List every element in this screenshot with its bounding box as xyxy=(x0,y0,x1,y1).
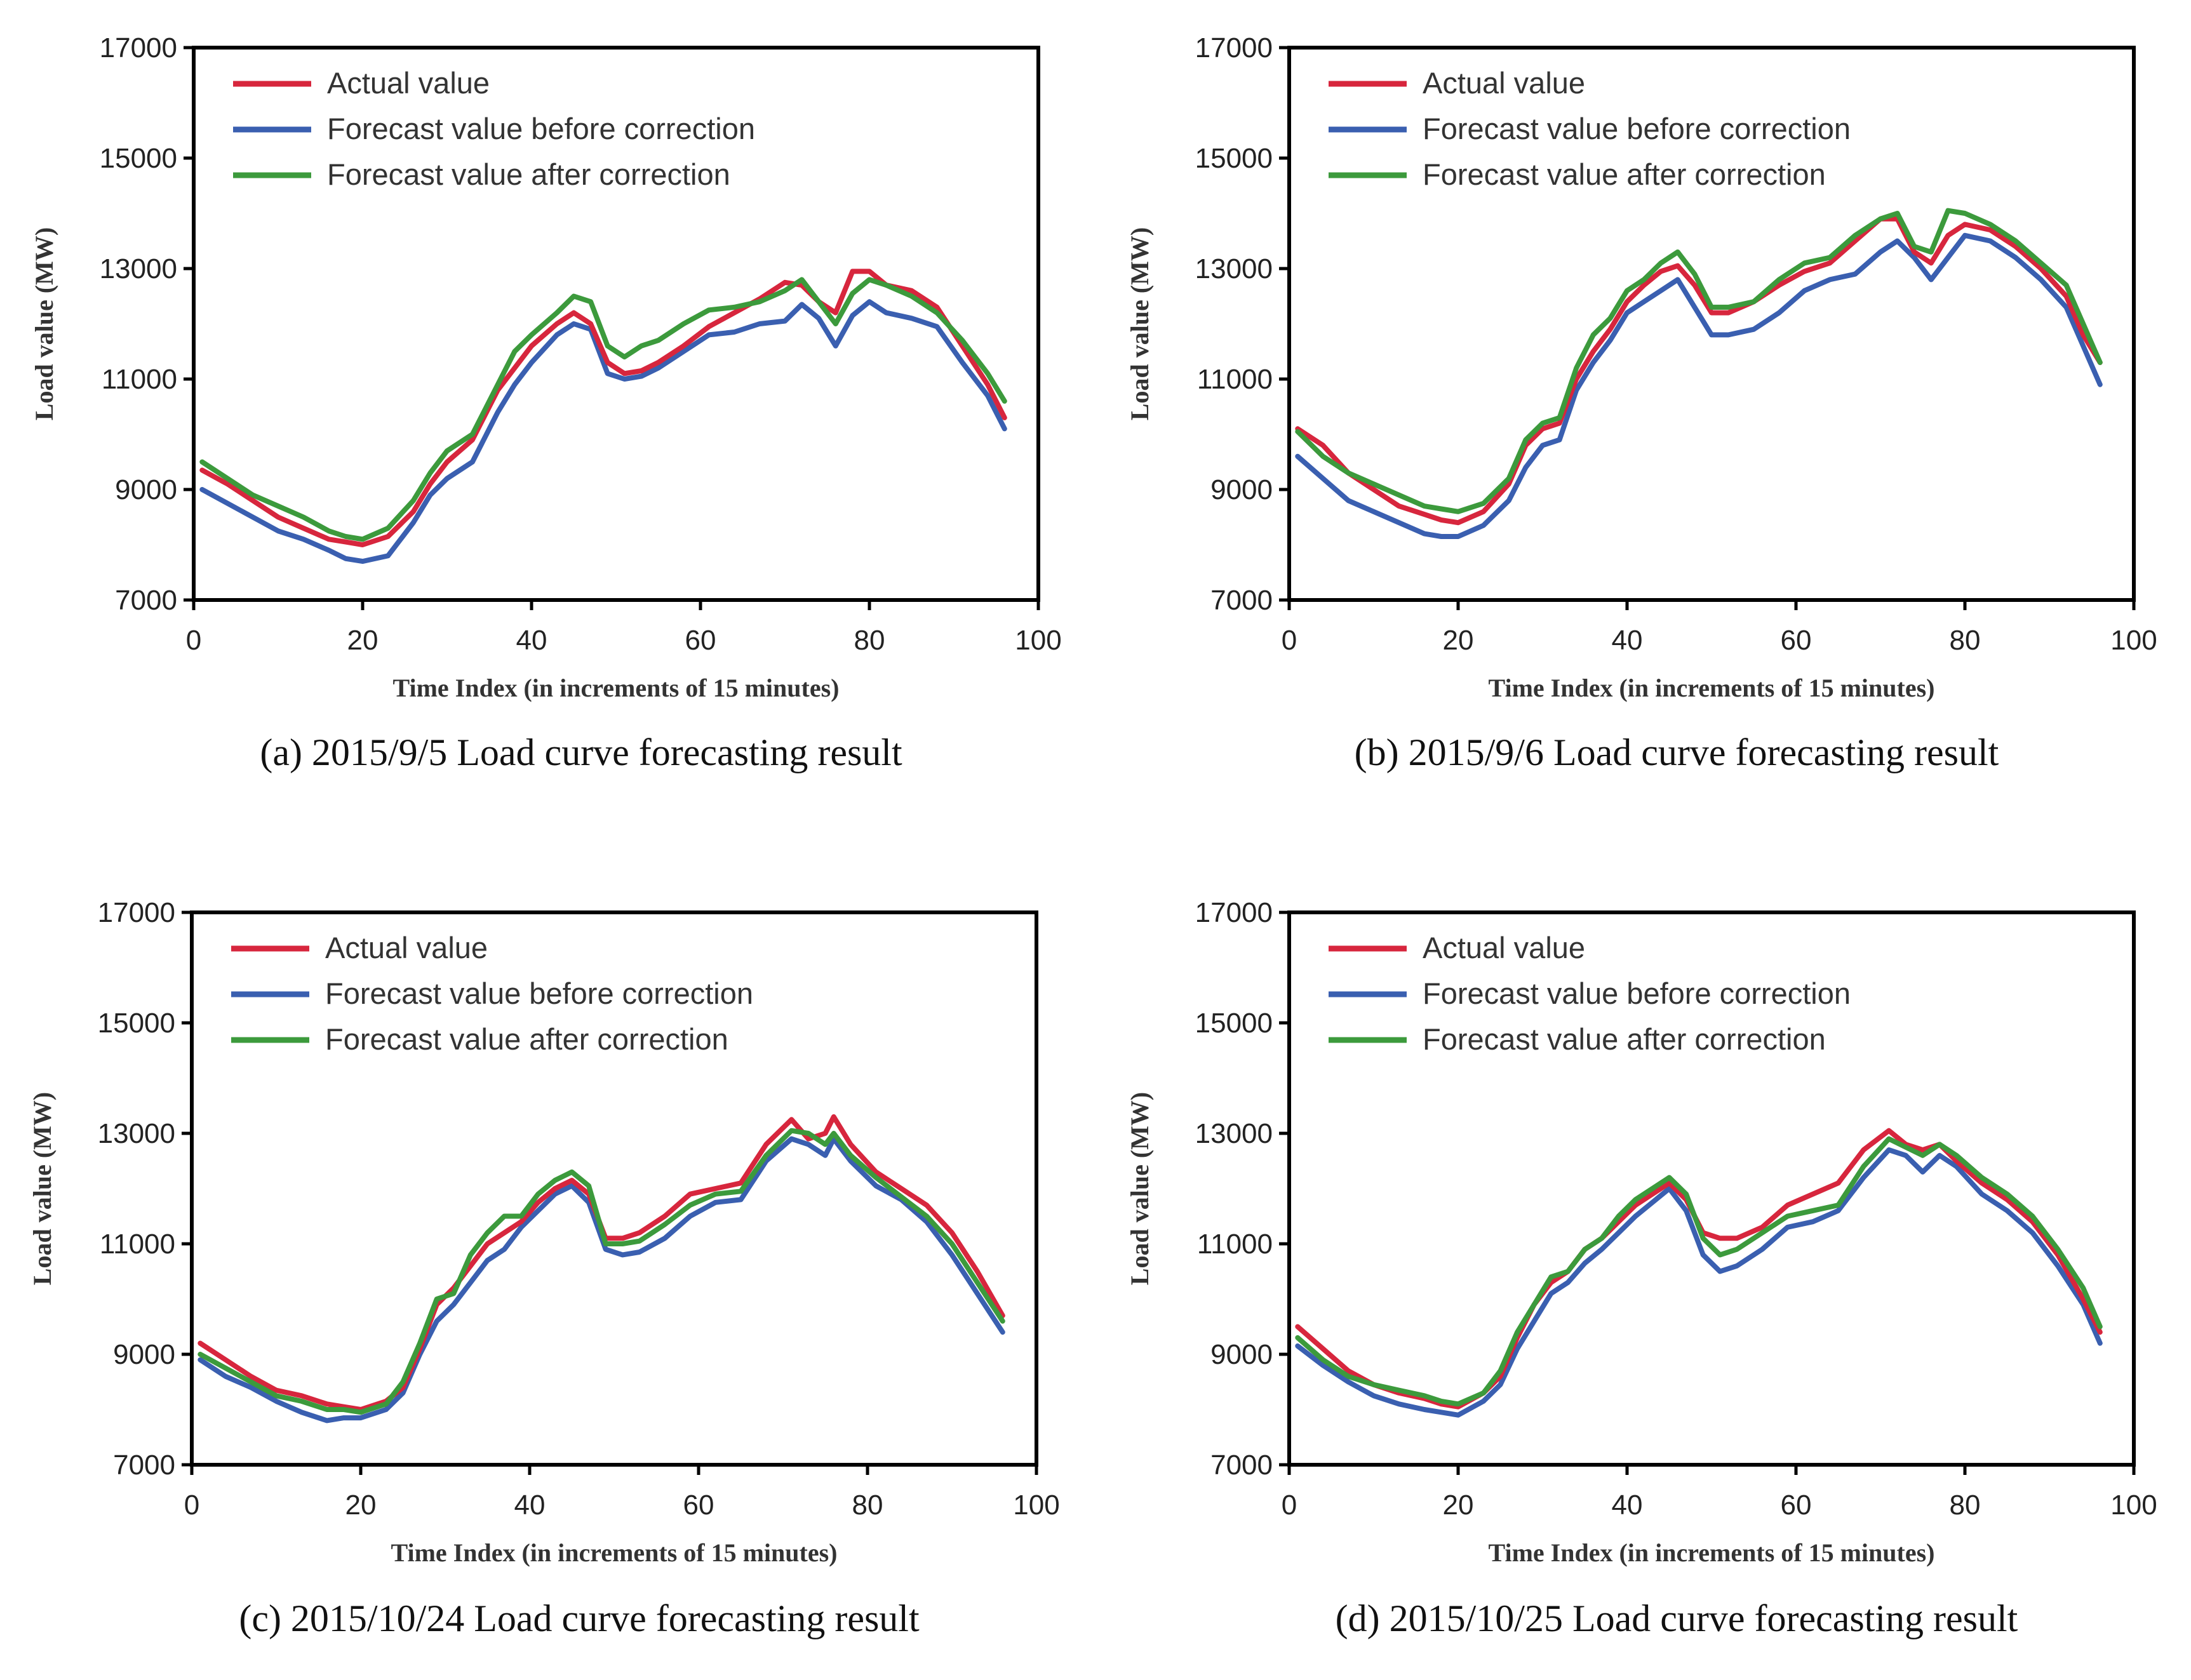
x-tick-label: 0 xyxy=(1282,625,1297,656)
y-tick-label: 17000 xyxy=(1195,32,1273,63)
series-line-actual-value xyxy=(1295,216,2103,526)
x-tick-label: 60 xyxy=(683,1490,714,1521)
y-tick-label: 15000 xyxy=(1195,143,1273,174)
panel-caption: (a) 2015/9/5 Load curve forecasting resu… xyxy=(260,731,902,773)
x-tick-label: 80 xyxy=(1950,1490,1981,1521)
x-tick-label: 60 xyxy=(685,625,716,656)
panel-caption: (b) 2015/9/6 Load curve forecasting resu… xyxy=(1355,731,1999,773)
x-axis-title: Time Index (in increments of 15 minutes) xyxy=(391,1538,838,1567)
series-line-forecast-value-before-correction xyxy=(198,1136,1005,1423)
series-line-forecast-value-after-correction xyxy=(1295,1136,2103,1407)
x-tick-label: 20 xyxy=(1443,625,1474,656)
y-tick-label: 7000 xyxy=(113,1450,175,1481)
legend-label: Forecast value before correction xyxy=(1423,977,1851,1010)
y-axis-title: Load value (MW) xyxy=(1125,1092,1154,1285)
y-tick-label: 11000 xyxy=(1197,1229,1273,1260)
x-tick-label: 0 xyxy=(1282,1490,1297,1521)
y-axis-title: Load value (MW) xyxy=(1125,227,1154,420)
x-tick-label: 40 xyxy=(1612,625,1643,656)
chart-panel-b: 7000 9000 11000 13000 15000 17000 0 20 40 60 80 100… xyxy=(1125,32,2157,773)
x-tick-label: 20 xyxy=(347,625,379,656)
series-line-forecast-value-after-correction xyxy=(198,1128,1005,1415)
chart-panel-a: 7000 9000 11000 13000 15000 17000 0 20 40 60 80 100… xyxy=(30,32,1062,773)
y-tick-label: 13000 xyxy=(1195,253,1273,284)
legend-label: Actual value xyxy=(1423,66,1585,100)
y-tick-label: 17000 xyxy=(1195,897,1273,928)
y-tick-label: 9000 xyxy=(1210,474,1273,505)
x-tick-label: 100 xyxy=(2110,1490,2157,1521)
series-line-actual-value xyxy=(198,1114,1005,1412)
legend-label: Forecast value after correction xyxy=(327,157,730,191)
y-tick-label: 11000 xyxy=(1197,364,1273,395)
chart-panel-d: 7000 9000 11000 13000 15000 17000 0 20 40 60 80 100… xyxy=(1125,897,2157,1639)
x-tick-label: 20 xyxy=(345,1490,377,1521)
panel-caption: (c) 2015/10/24 Load curve forecasting re… xyxy=(239,1597,920,1639)
y-tick-label: 15000 xyxy=(1195,1008,1273,1039)
series-line-forecast-value-before-correction xyxy=(199,299,1007,564)
x-tick-label: 20 xyxy=(1443,1490,1474,1521)
legend-label: Actual value xyxy=(327,66,490,100)
x-tick-label: 80 xyxy=(852,1490,883,1521)
legend-label: Actual value xyxy=(1423,931,1585,964)
series-line-actual-value xyxy=(1295,1128,2103,1410)
x-tick-label: 0 xyxy=(184,1490,199,1521)
chart-panel-c: 7000 9000 11000 13000 15000 17000 0 20 40 60 80 100… xyxy=(28,897,1060,1639)
x-tick-label: 100 xyxy=(1015,625,1061,656)
x-tick-label: 40 xyxy=(514,1490,546,1521)
x-tick-label: 100 xyxy=(1013,1490,1059,1521)
plot-frame xyxy=(1287,910,2136,1467)
plot-frame xyxy=(1287,46,2136,602)
x-tick-label: 40 xyxy=(516,625,547,656)
plot-frame xyxy=(190,910,1038,1467)
legend-label: Forecast value after correction xyxy=(1423,157,1826,191)
y-tick-label: 15000 xyxy=(98,1008,175,1039)
legend-label: Forecast value before correction xyxy=(1423,112,1851,145)
legend-label: Forecast value before correction xyxy=(327,112,755,145)
series-line-forecast-value-before-correction xyxy=(1295,232,2103,539)
y-tick-label: 7000 xyxy=(1210,585,1273,616)
series-line-forecast-value-before-correction xyxy=(1295,1147,2103,1418)
x-tick-label: 80 xyxy=(854,625,885,656)
y-tick-label: 7000 xyxy=(1210,1450,1273,1481)
y-tick-label: 15000 xyxy=(100,143,177,174)
x-axis-title: Time Index (in increments of 15 minutes) xyxy=(393,674,840,702)
legend-label: Forecast value before correction xyxy=(325,977,753,1010)
y-tick-label: 17000 xyxy=(100,32,177,63)
legend-label: Actual value xyxy=(325,931,488,964)
series-line-forecast-value-after-correction xyxy=(199,277,1007,542)
x-tick-label: 100 xyxy=(2110,625,2157,656)
y-tick-label: 7000 xyxy=(115,585,177,616)
y-tick-label: 17000 xyxy=(98,897,175,928)
plot-frame xyxy=(192,46,1040,602)
x-tick-label: 0 xyxy=(186,625,201,656)
legend-label: Forecast value after correction xyxy=(325,1022,728,1056)
y-tick-label: 9000 xyxy=(115,474,177,505)
y-tick-label: 11000 xyxy=(102,364,177,395)
y-tick-label: 13000 xyxy=(100,253,177,284)
series-line-forecast-value-after-correction xyxy=(1295,208,2103,514)
y-tick-label: 11000 xyxy=(100,1229,175,1260)
y-tick-label: 13000 xyxy=(98,1118,175,1149)
y-tick-label: 9000 xyxy=(1210,1339,1273,1370)
y-tick-label: 13000 xyxy=(1195,1118,1273,1149)
x-tick-label: 60 xyxy=(1781,1490,1812,1521)
x-tick-label: 60 xyxy=(1781,625,1812,656)
series-line-actual-value xyxy=(199,269,1007,547)
y-axis-title: Load value (MW) xyxy=(30,227,58,420)
legend-label: Forecast value after correction xyxy=(1423,1022,1826,1056)
x-axis-title: Time Index (in increments of 15 minutes) xyxy=(1489,674,1935,702)
x-tick-label: 40 xyxy=(1612,1490,1643,1521)
x-axis-title: Time Index (in increments of 15 minutes) xyxy=(1489,1538,1935,1567)
y-tick-label: 9000 xyxy=(113,1339,175,1370)
y-axis-title: Load value (MW) xyxy=(28,1092,57,1285)
x-tick-label: 80 xyxy=(1950,625,1981,656)
panel-caption: (d) 2015/10/25 Load curve forecasting re… xyxy=(1336,1597,2018,1639)
